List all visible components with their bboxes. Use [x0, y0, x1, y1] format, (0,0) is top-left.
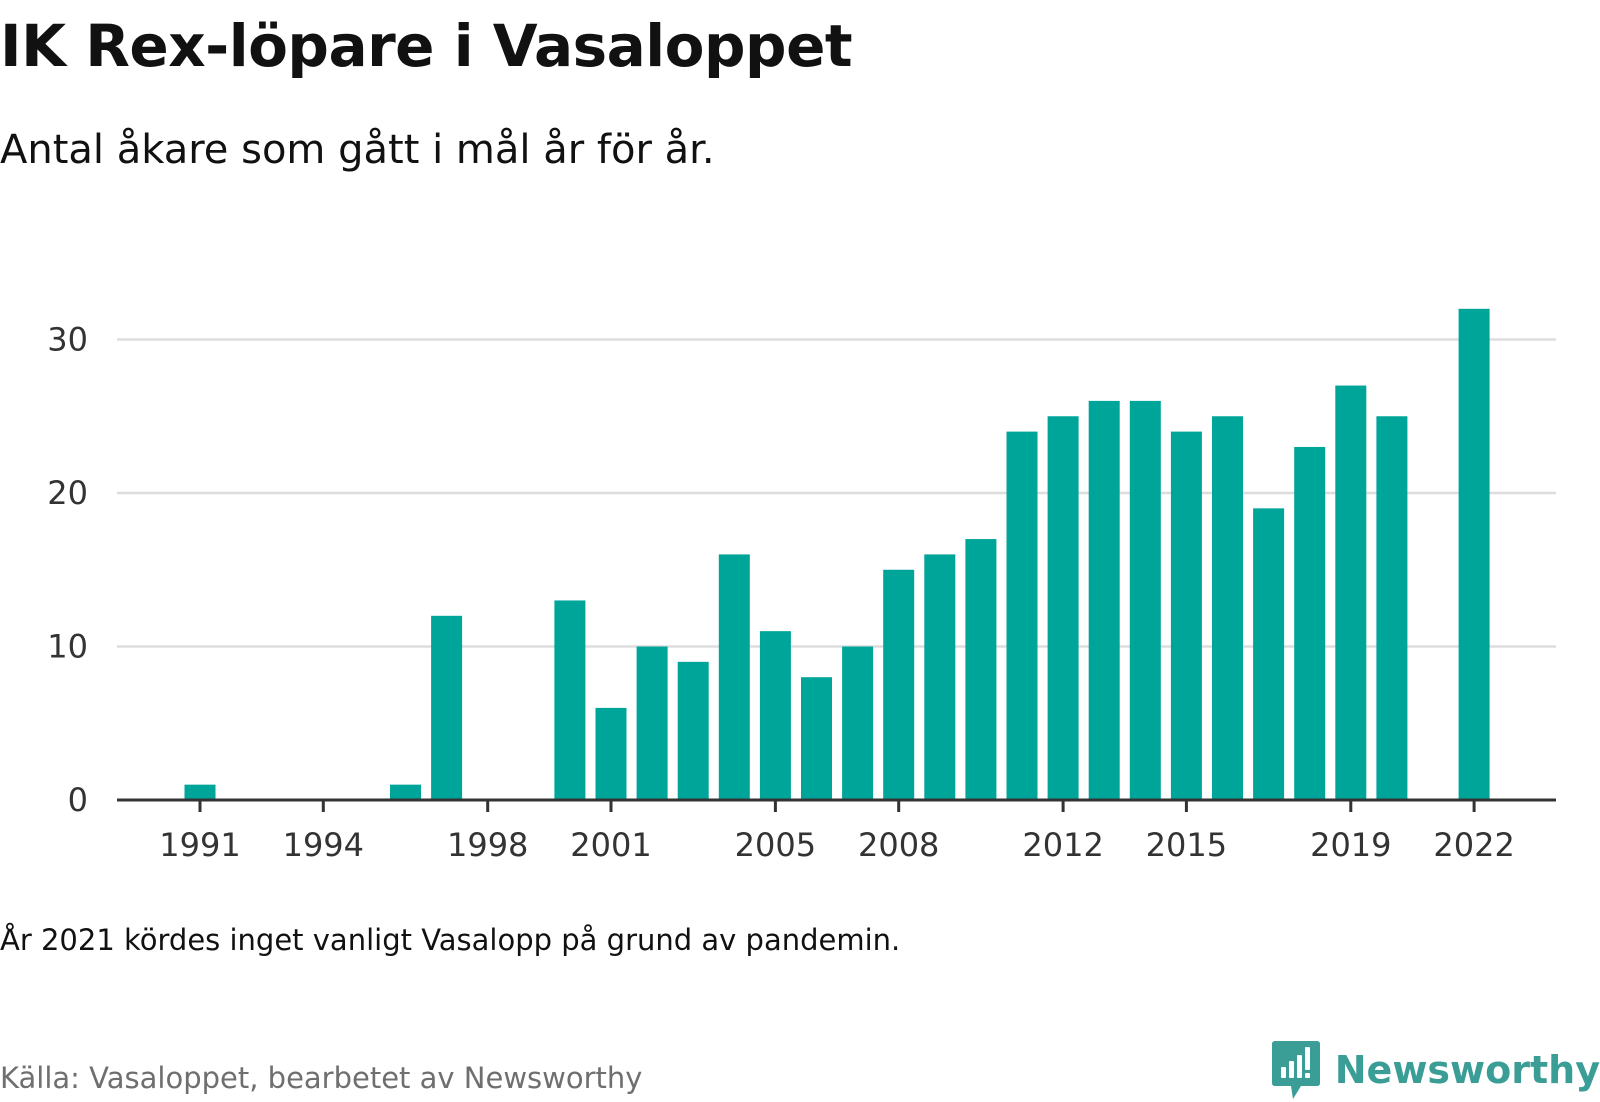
bar-2019	[1335, 385, 1367, 800]
bars	[184, 308, 1490, 800]
bar-1997	[431, 615, 463, 800]
bar-2005	[759, 631, 791, 800]
chart-title: IK Rex-löpare i Vasaloppet	[0, 12, 853, 80]
bar-2022	[1458, 308, 1490, 800]
y-tick-label: 20	[47, 474, 88, 512]
bar-2020	[1376, 416, 1408, 800]
bar-1991	[184, 784, 216, 800]
bar-2006	[801, 677, 832, 800]
bar-2014	[1129, 400, 1161, 800]
x-tick-label: 1998	[447, 826, 528, 864]
axes: 0 10 20 30 1991 1994 1998 2001 2005 2008 2012 2015 2…	[47, 321, 1556, 864]
brand-logo: Newsworthy	[1271, 1038, 1600, 1102]
x-tick-label: 2012	[1022, 826, 1103, 864]
bar-2016	[1212, 416, 1243, 800]
source-credit: Källa: Vasaloppet, bearbetet av Newswort…	[0, 1061, 643, 1095]
bar-2004	[718, 554, 750, 800]
bar-2017	[1253, 508, 1285, 800]
chart-note: År 2021 kördes inget vanligt Vasalopp på…	[0, 923, 901, 957]
bar-2012	[1047, 416, 1079, 800]
bar-1996	[390, 784, 421, 800]
bar-2000	[554, 600, 586, 800]
x-tick-label: 1991	[159, 826, 240, 864]
y-tick-label: 10	[47, 628, 88, 666]
x-tick-label: 2019	[1310, 826, 1391, 864]
x-tick-label: 2015	[1146, 826, 1227, 864]
y-tick-label: 30	[47, 321, 88, 359]
bar-2011	[1006, 431, 1038, 800]
bar-2010	[965, 539, 997, 800]
x-tick-label: 2005	[735, 826, 816, 864]
chart-subtitle: Antal åkare som gått i mål år för år.	[0, 127, 715, 173]
bar-2008	[883, 569, 915, 800]
newsworthy-logo-icon	[1271, 1041, 1320, 1099]
bar-2009	[924, 554, 956, 800]
bar-2007	[842, 646, 874, 800]
bar-2013	[1088, 400, 1120, 800]
bar-2003	[677, 661, 709, 800]
bar-2015	[1170, 431, 1202, 800]
x-tick-label: 2022	[1433, 826, 1514, 864]
brand-name: Newsworthy	[1334, 1048, 1600, 1092]
x-tick-label: 2008	[858, 826, 939, 864]
x-tick-label: 1994	[283, 826, 364, 864]
x-tick-label: 2001	[570, 826, 651, 864]
y-tick-label: 0	[68, 781, 88, 819]
bar-2001	[595, 707, 627, 800]
bar-2018	[1294, 446, 1326, 800]
bar-2002	[636, 646, 668, 800]
